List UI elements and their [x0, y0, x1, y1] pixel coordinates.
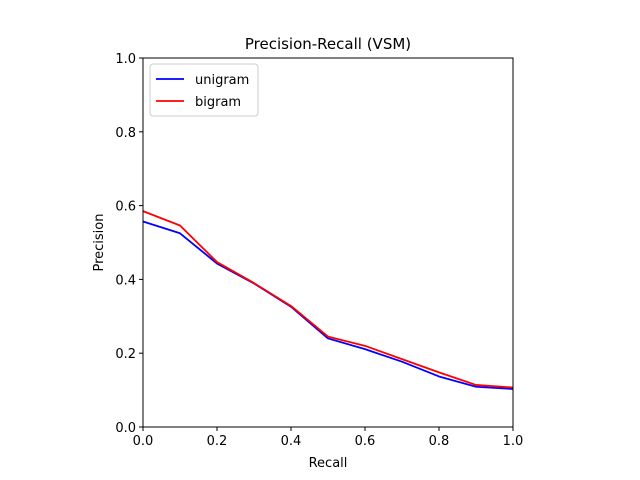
y-tick-label: 0.8 — [115, 126, 136, 141]
y-tick-label: 0.4 — [115, 273, 136, 288]
x-tick-label: 0.8 — [429, 434, 450, 449]
y-axis-label: Precision — [92, 213, 107, 271]
axis-ticks: 0.0 0.2 0.4 0.6 0.8 1.0 0.0 0.2 0.4 0.6 0.8 1.0 — [115, 52, 523, 449]
chart-title: Precision-Recall (VSM) — [245, 35, 411, 53]
x-tick-label: 0.2 — [207, 434, 228, 449]
series-line-bigram — [142, 210, 514, 389]
legend-label-unigram: unigram — [195, 73, 249, 88]
x-tick-label: 0.0 — [133, 434, 154, 449]
y-tick-label: 0.6 — [115, 200, 136, 215]
y-tick-label: 1.0 — [115, 52, 136, 67]
y-tick-label: 0.0 — [115, 421, 136, 436]
series-line-unigram — [142, 220, 514, 390]
x-axis-label: Recall — [309, 456, 348, 471]
x-tick-label: 0.6 — [355, 434, 376, 449]
plot-frame — [142, 57, 514, 428]
x-tick-label: 0.4 — [281, 434, 302, 449]
x-tick-label: 1.0 — [503, 434, 524, 449]
series-lines — [142, 210, 514, 390]
legend-box — [149, 63, 259, 117]
legend-label-bigram: bigram — [195, 95, 241, 110]
legend: unigram bigram — [149, 63, 259, 117]
y-tick-label: 0.2 — [115, 347, 136, 362]
